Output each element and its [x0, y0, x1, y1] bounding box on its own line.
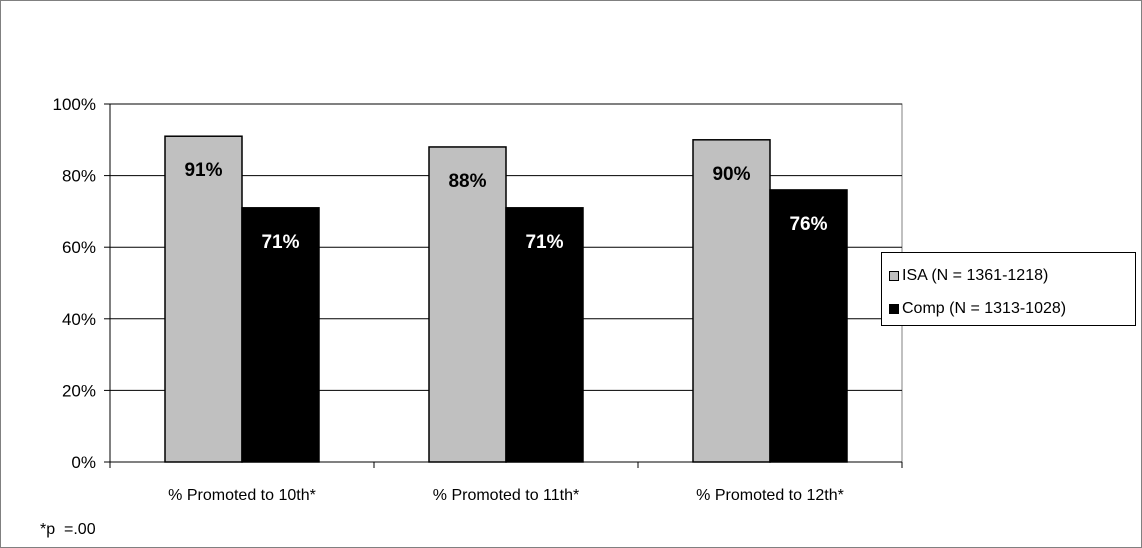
bar: [692, 139, 771, 463]
legend-label-comp: Comp (N = 1313-1028): [902, 300, 1067, 317]
x-tick-label: % Promoted to 10th*: [168, 487, 316, 504]
y-tick-label: 20%: [62, 381, 96, 400]
legend: ISA (N = 1361-1218) Comp (N = 1313-1028): [881, 252, 1136, 326]
data-label: 71%: [261, 232, 299, 253]
x-tick-label: % Promoted to 12th*: [696, 487, 844, 504]
bar: [164, 135, 243, 463]
bar: [428, 146, 507, 463]
footnote: *p =.00: [40, 521, 96, 538]
legend-item-comp: Comp (N = 1313-1028): [889, 300, 1066, 318]
y-tick-label: 80%: [62, 167, 96, 186]
bar: [241, 207, 320, 463]
y-tick-label: 40%: [62, 310, 96, 329]
legend-swatch-isa: [889, 271, 899, 281]
bar: [769, 189, 848, 463]
legend-swatch-comp: [889, 304, 899, 314]
data-label: 88%: [448, 171, 486, 192]
data-label: 90%: [712, 164, 750, 185]
data-label: 71%: [525, 232, 563, 253]
data-label: 91%: [184, 160, 222, 181]
legend-label-isa: ISA (N = 1361-1218): [902, 267, 1049, 284]
bar: [505, 207, 584, 463]
y-tick-label: 0%: [71, 453, 96, 472]
y-tick-label: 100%: [53, 95, 96, 114]
x-tick-label: % Promoted to 11th*: [433, 487, 579, 504]
legend-item-isa: ISA (N = 1361-1218): [889, 267, 1048, 285]
y-tick-label: 60%: [62, 238, 96, 257]
data-label: 76%: [789, 214, 827, 235]
